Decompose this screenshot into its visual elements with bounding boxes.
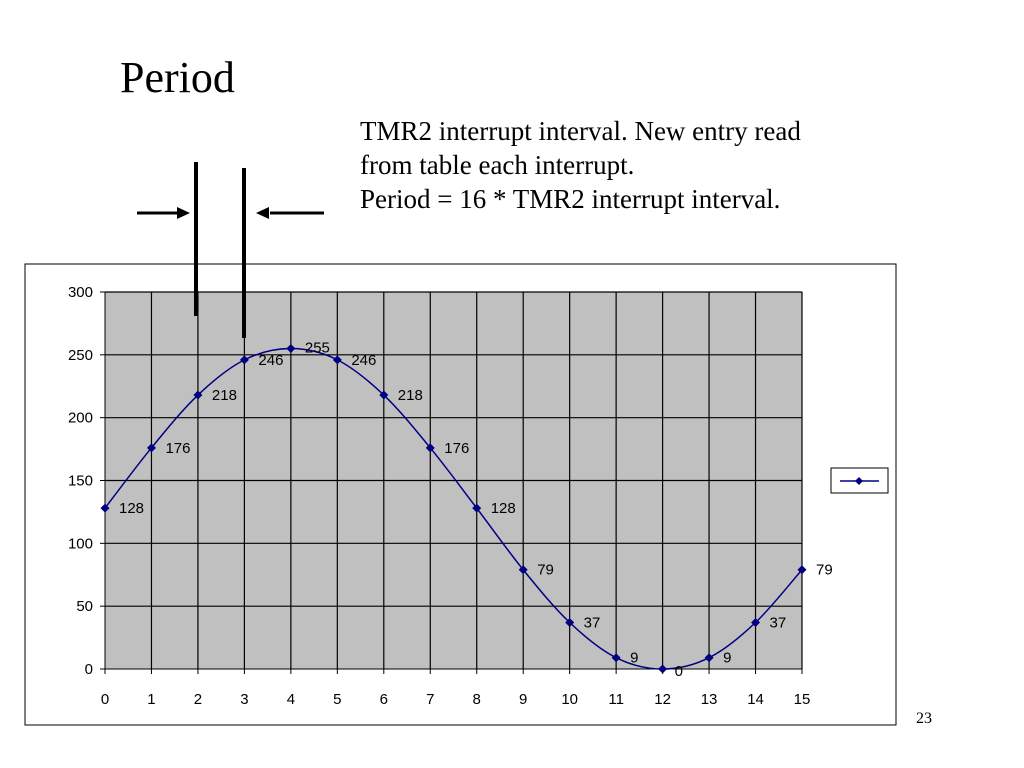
y-tick-labels: 0 50 100 150 200 250 300 <box>68 284 105 678</box>
legend-marker <box>855 477 863 485</box>
data-label: 79 <box>816 562 833 579</box>
data-point <box>518 565 528 575</box>
data-point <box>100 503 110 513</box>
data-label: 176 <box>165 440 190 457</box>
x-tick-label: 8 <box>473 691 481 708</box>
y-tick-label: 150 <box>68 473 93 490</box>
annotation-line-3: Period = 16 * TMR2 interrupt interval. <box>360 184 781 214</box>
data-label: 79 <box>537 562 554 579</box>
data-label: 218 <box>212 387 237 404</box>
period-arrowhead-left <box>177 207 190 219</box>
x-tick-label: 12 <box>654 691 671 708</box>
data-point <box>611 653 621 663</box>
x-tick-label: 0 <box>101 691 109 708</box>
period-annotation: TMR2 interrupt interval. New entry read … <box>360 114 960 216</box>
x-tick-label: 2 <box>194 691 202 708</box>
y-tick-label: 300 <box>68 284 93 301</box>
y-tick-label: 0 <box>85 661 93 678</box>
data-labels: 128 176 218 246 255 246 218 176 128 79 37 9 0 9 37 79 <box>119 340 833 680</box>
period-marker <box>137 162 324 338</box>
data-point <box>472 503 482 513</box>
data-label: 218 <box>398 387 423 404</box>
data-point <box>146 443 156 453</box>
x-tick-label: 7 <box>426 691 434 708</box>
x-tick-label: 9 <box>519 691 527 708</box>
data-label: 9 <box>630 650 638 667</box>
data-point <box>797 565 807 575</box>
data-point <box>239 355 249 365</box>
y-tick-label: 200 <box>68 410 93 427</box>
data-label: 37 <box>770 615 787 632</box>
data-point <box>379 390 389 400</box>
x-tick-label: 14 <box>747 691 764 708</box>
data-label: 128 <box>119 500 144 517</box>
data-label: 255 <box>305 340 330 357</box>
data-point <box>704 653 714 663</box>
slide-title: Period <box>120 53 235 102</box>
data-point <box>332 355 342 365</box>
data-label: 246 <box>351 352 376 369</box>
annotation-line-2: from table each interrupt. <box>360 150 635 180</box>
legend <box>830 467 889 494</box>
data-label: 9 <box>723 650 731 667</box>
y-tick-label: 100 <box>68 535 93 552</box>
data-point <box>565 618 575 628</box>
x-tick-label: 4 <box>287 691 295 708</box>
data-label: 246 <box>258 352 283 369</box>
annotation-line-1: TMR2 interrupt interval. New entry read <box>360 116 801 146</box>
grid <box>105 291 803 669</box>
data-point <box>193 390 203 400</box>
y-tick-label: 250 <box>68 347 93 364</box>
x-tick-label: 1 <box>147 691 155 708</box>
x-tick-label: 10 <box>561 691 578 708</box>
data-label: 37 <box>584 615 601 632</box>
x-tick-label: 11 <box>608 691 624 708</box>
x-tick-label: 15 <box>794 691 811 708</box>
page-number: 23 <box>916 710 932 727</box>
x-tick-labels: 0 1 2 3 4 5 6 7 8 9 10 11 12 13 14 15 <box>101 669 811 708</box>
x-tick-label: 5 <box>333 691 341 708</box>
data-point <box>658 664 668 674</box>
period-arrowhead-right <box>256 207 269 219</box>
x-tick-label: 3 <box>240 691 248 708</box>
data-point <box>425 443 435 453</box>
data-label: 176 <box>444 440 469 457</box>
x-tick-label: 6 <box>380 691 388 708</box>
x-tick-label: 13 <box>701 691 718 708</box>
data-label: 0 <box>675 663 683 680</box>
data-point <box>286 344 296 354</box>
series-line <box>104 347 803 670</box>
y-tick-label: 50 <box>76 598 93 615</box>
data-point <box>751 618 761 628</box>
series-0 <box>100 344 807 674</box>
data-label: 128 <box>491 500 516 517</box>
